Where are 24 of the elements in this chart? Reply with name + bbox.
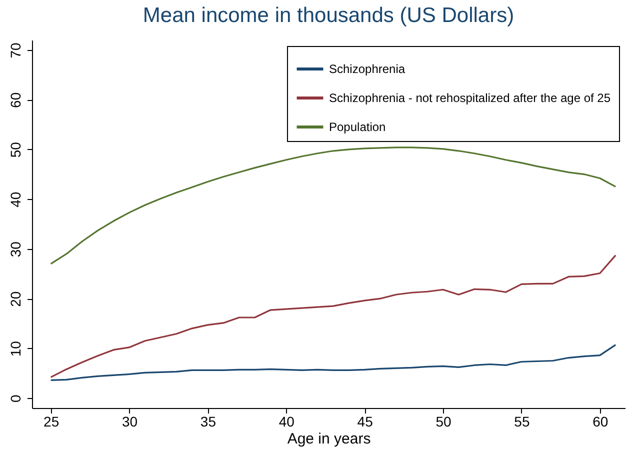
y-tick-label: 60	[8, 92, 24, 108]
x-tick-label: 35	[200, 414, 216, 430]
x-tick-label: 60	[592, 414, 608, 430]
line-series	[50, 254, 616, 378]
y-tick-label: 70	[8, 42, 24, 58]
y-tick-label: 10	[8, 340, 24, 357]
x-axis-title: Age in years	[287, 430, 371, 448]
x-tick-label: 50	[436, 414, 452, 430]
x-tick-label: 55	[514, 414, 530, 430]
x-tick-label: 25	[44, 414, 60, 430]
y-tick-label: 20	[8, 291, 24, 307]
line-series	[50, 146, 616, 265]
chart-title: Mean income in thousands (US Dollars)	[142, 4, 514, 27]
y-tick-label: 30	[8, 241, 24, 258]
y-tick-label: 0	[8, 394, 24, 402]
y-tick-label: 40	[8, 192, 24, 208]
x-tick-label: 40	[278, 414, 295, 430]
legend-label: Population	[329, 120, 386, 134]
line-series	[50, 344, 616, 381]
y-tick-label: 50	[8, 142, 24, 158]
x-tick-label: 45	[357, 414, 374, 430]
legend-label: Schizophrenia	[329, 62, 406, 76]
legend-label: Schizophrenia - not rehospitalized after the age of 25	[329, 91, 611, 105]
x-tick-label: 30	[122, 414, 138, 430]
